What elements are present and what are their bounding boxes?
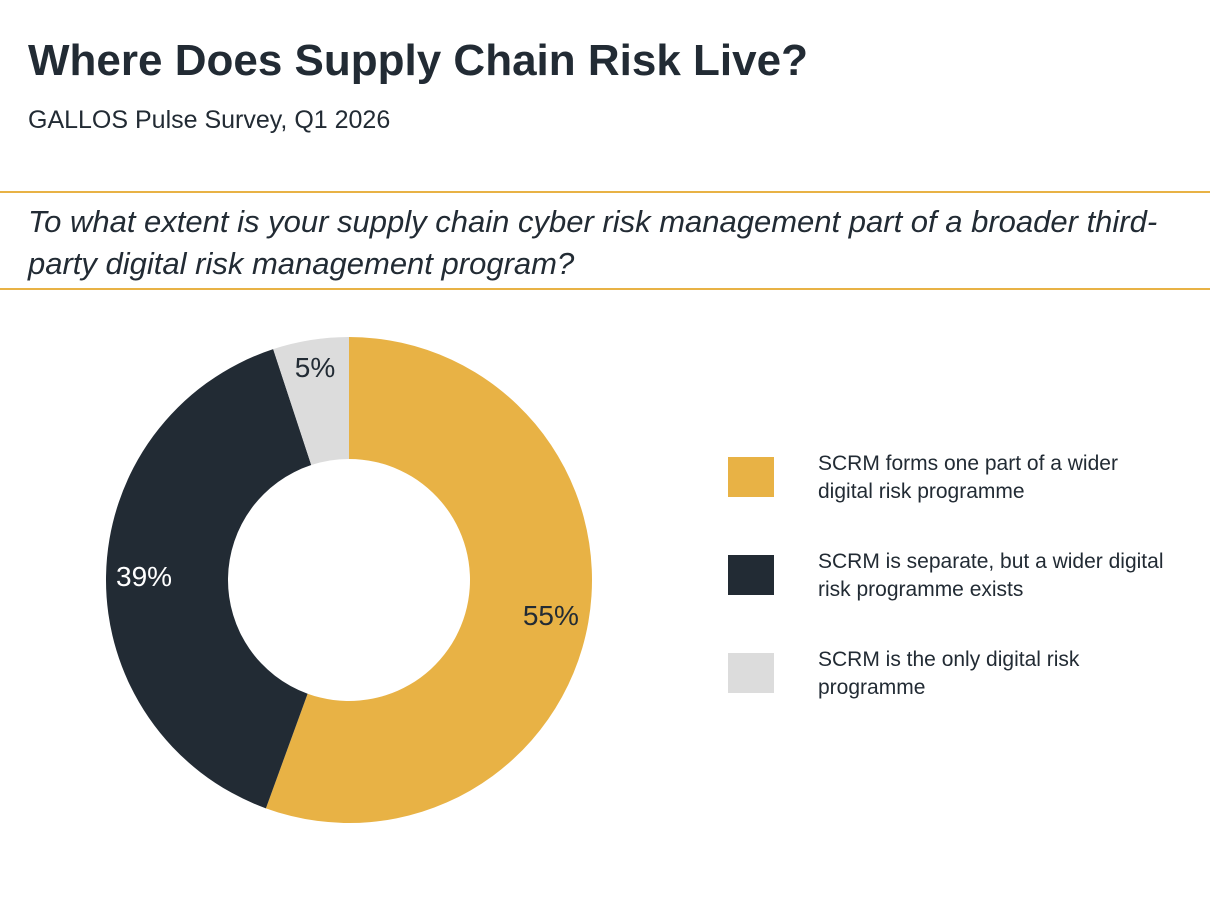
legend-swatch bbox=[728, 653, 774, 693]
donut-slice bbox=[273, 337, 349, 466]
legend-item: SCRM forms one part of a wider digital r… bbox=[728, 450, 1188, 510]
legend-swatch bbox=[728, 457, 774, 497]
legend-label: SCRM forms one part of a wider digital r… bbox=[818, 452, 1118, 503]
chart-title: Where Does Supply Chain Risk Live? bbox=[28, 36, 808, 85]
legend-label: SCRM is separate, but a wider digital ri… bbox=[818, 550, 1164, 601]
divider-bottom bbox=[0, 288, 1210, 290]
divider-top bbox=[0, 191, 1210, 193]
donut-slice bbox=[265, 337, 593, 823]
slice-value-label: 39% bbox=[116, 561, 172, 592]
legend-swatch bbox=[728, 555, 774, 595]
legend-item: SCRM is the only digital risk programme bbox=[728, 646, 1188, 706]
legend-label: SCRM is the only digital risk programme bbox=[818, 648, 1080, 699]
donut-chart: 55% 39% 5% bbox=[106, 337, 593, 823]
chart-subtitle: GALLOS Pulse Survey, Q1 2026 bbox=[28, 106, 391, 134]
donut-slice bbox=[106, 349, 312, 809]
survey-question: To what extent is your supply chain cybe… bbox=[28, 204, 1158, 281]
legend-item: SCRM is separate, but a wider digital ri… bbox=[728, 548, 1188, 608]
slice-value-label: 55% bbox=[523, 600, 579, 631]
slice-value-label: 5% bbox=[295, 352, 335, 383]
